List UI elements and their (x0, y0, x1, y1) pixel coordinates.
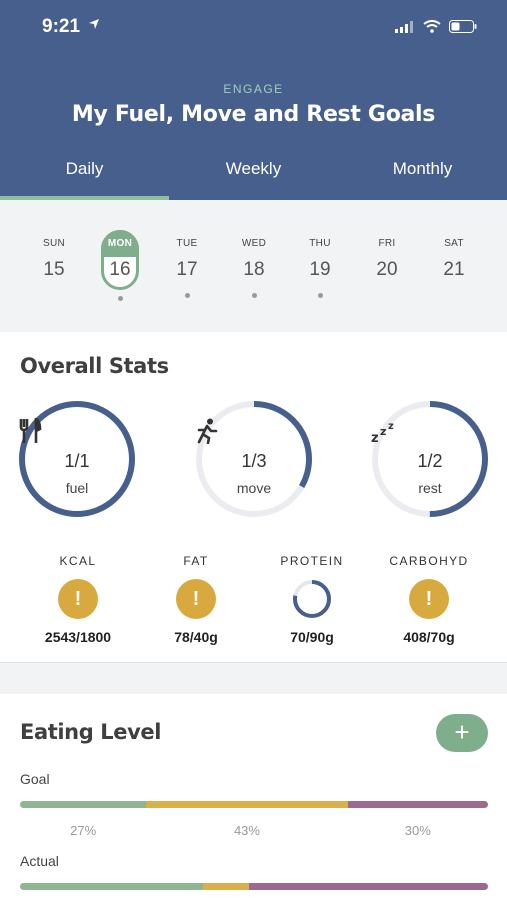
rest-label: rest (418, 480, 442, 496)
nutrient-value: 408/70g (403, 629, 455, 645)
nutrient-label: PROTEIN (280, 554, 344, 568)
move-ring-chart (196, 401, 312, 517)
day-name: MON (107, 238, 133, 249)
day-name: TUE (176, 238, 198, 249)
fuel-value: 1/1 (64, 451, 90, 471)
period-tabs: Daily Weekly Monthly (0, 150, 507, 200)
fuel-label: fuel (65, 480, 89, 496)
day-date: 21 (443, 259, 465, 280)
actual-label: Actual (20, 853, 59, 869)
add-button[interactable]: + (436, 714, 488, 752)
day-name: FRI (378, 238, 396, 249)
selected-day-pill-top (101, 230, 139, 257)
bar-segment (146, 801, 348, 808)
move-value: 1/3 (241, 451, 267, 471)
day-name: WED (241, 238, 267, 249)
battery-icon (449, 20, 477, 33)
day-thu[interactable]: THU 19 (300, 228, 340, 298)
actual-distribution-bar (20, 883, 488, 890)
warning-icon: ! (176, 579, 216, 619)
app-header: 9:21 ENGAGE My Fuel, Move and Rest Goals… (0, 0, 507, 200)
day-date: 17 (176, 259, 198, 280)
week-strip: SUN 15 MON 16 TUE 17 WED 18 THU 19 FRI 2… (0, 200, 507, 332)
bar-segment (20, 801, 147, 808)
warning-icon: ! (58, 579, 98, 619)
nutrient-value: 2543/1800 (44, 629, 112, 645)
nutrient-value: 78/40g (174, 629, 218, 645)
day-date: 15 (43, 259, 65, 280)
tab-monthly[interactable]: Monthly (392, 159, 453, 178)
day-date: 16 (109, 259, 131, 280)
bar-segment (202, 883, 250, 890)
goal-percent: 43% (233, 823, 260, 838)
section-eyebrow: ENGAGE (223, 82, 284, 96)
nutrient-label: FAT (183, 554, 209, 568)
protein-progress-ring (293, 580, 331, 618)
rest-ring-chart (372, 401, 488, 517)
goal-label: Goal (20, 771, 50, 787)
fuel-ring[interactable]: 1/1 fuel (18, 400, 136, 518)
goal-distribution-bar (20, 801, 488, 808)
day-date: 20 (376, 259, 398, 280)
nutrient-kcal[interactable]: KCAL ! 2543/1800 (28, 554, 128, 645)
day-wed[interactable]: WED 18 (234, 228, 274, 298)
day-mon-selected[interactable]: MON 16 (100, 228, 140, 301)
day-date: 18 (243, 259, 265, 280)
goal-percent: 30% (404, 823, 431, 838)
nutrient-carbohydrate[interactable]: CARBOHYD ! 408/70g (379, 554, 479, 645)
goal-percent: 27% (70, 823, 97, 838)
day-name: THU (309, 238, 331, 249)
svg-text:z: z (388, 421, 394, 432)
day-name: SUN (42, 238, 65, 249)
signal-icon (395, 20, 413, 33)
nutrient-fat[interactable]: FAT ! 78/40g (146, 554, 246, 645)
day-tue[interactable]: TUE 17 (167, 228, 207, 298)
move-ring[interactable]: 1/3 move (195, 400, 313, 518)
section-divider (0, 662, 507, 694)
eating-level-card: Eating Level + Goal 27% 43% 30% Actual (0, 694, 507, 900)
day-date: 19 (309, 259, 331, 280)
bar-segment (249, 883, 488, 890)
tab-weekly[interactable]: Weekly (225, 159, 282, 178)
status-time: 9:21 (42, 16, 81, 37)
location-arrow-icon (89, 19, 99, 29)
nutrient-label: CARBOHYD (389, 554, 469, 568)
bar-segment (347, 801, 488, 808)
day-name: SAT (444, 238, 464, 249)
status-indicators (395, 20, 477, 33)
page-title: My Fuel, Move and Rest Goals (71, 102, 436, 127)
day-sat[interactable]: SAT 21 (434, 228, 474, 281)
activity-dot (117, 296, 123, 301)
move-label: move (236, 480, 272, 496)
activity-dot (317, 293, 323, 298)
rest-value: 1/2 (417, 451, 443, 471)
activity-dot (184, 293, 190, 298)
warning-icon: ! (409, 579, 449, 619)
activity-dot (251, 293, 257, 298)
svg-text:z: z (380, 425, 386, 438)
overall-stats-title: Overall Stats (20, 354, 169, 378)
day-sun[interactable]: SUN 15 (34, 228, 74, 281)
day-fri[interactable]: FRI 20 (367, 228, 407, 281)
nutrient-value: 70/90g (290, 629, 334, 645)
nutrient-label: KCAL (59, 554, 97, 568)
bar-segment (20, 883, 203, 890)
tab-daily[interactable]: Daily (0, 150, 169, 200)
wifi-icon (423, 20, 441, 33)
nutrient-protein[interactable]: PROTEIN 70/90g (262, 554, 362, 645)
eating-level-title: Eating Level (20, 720, 162, 744)
fuel-ring-chart (19, 401, 135, 517)
svg-text:z: z (371, 431, 379, 444)
